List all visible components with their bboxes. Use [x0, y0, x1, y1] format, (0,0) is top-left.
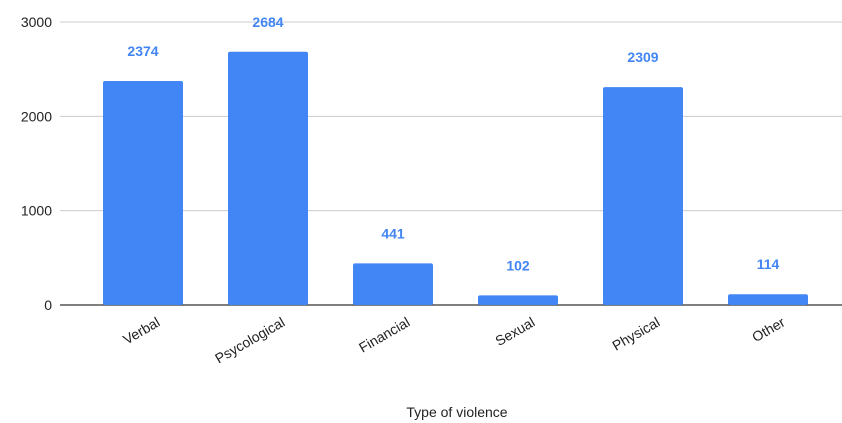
- data-label: 102: [506, 257, 530, 273]
- gridlines: [60, 21, 842, 306]
- data-labels: 2374 2684 441 102 2309 114: [127, 14, 779, 274]
- y-tick-label: 1000: [21, 203, 52, 219]
- bar-physical: [603, 87, 683, 306]
- data-label: 2309: [627, 49, 658, 65]
- data-label: 2374: [127, 43, 158, 59]
- y-tick-label: 2000: [21, 108, 52, 124]
- x-category-label: Verbal: [120, 314, 162, 348]
- x-axis-categories: Verbal Psycological Financial Sexual Physica…: [120, 314, 788, 367]
- x-category-label: Other: [749, 314, 788, 346]
- data-label: 441: [381, 225, 405, 241]
- bar-sexual: [478, 295, 558, 305]
- y-tick-label: 3000: [21, 14, 52, 30]
- bar-psycological: [228, 51, 308, 306]
- data-label: 2684: [252, 14, 283, 30]
- x-category-label: Psycological: [212, 314, 287, 367]
- x-category-label: Physical: [609, 314, 662, 354]
- data-label: 114: [757, 256, 780, 272]
- bar-verbal: [103, 81, 183, 305]
- bar-financial: [353, 263, 433, 305]
- y-axis-ticks: 0 1000 2000 3000: [21, 14, 52, 313]
- x-category-label: Sexual: [492, 314, 537, 349]
- bar-other: [728, 294, 808, 305]
- x-category-label: Financial: [356, 314, 413, 356]
- x-axis-title: Type of violence: [406, 404, 507, 420]
- y-tick-label: 0: [44, 297, 52, 313]
- bars: [103, 51, 808, 306]
